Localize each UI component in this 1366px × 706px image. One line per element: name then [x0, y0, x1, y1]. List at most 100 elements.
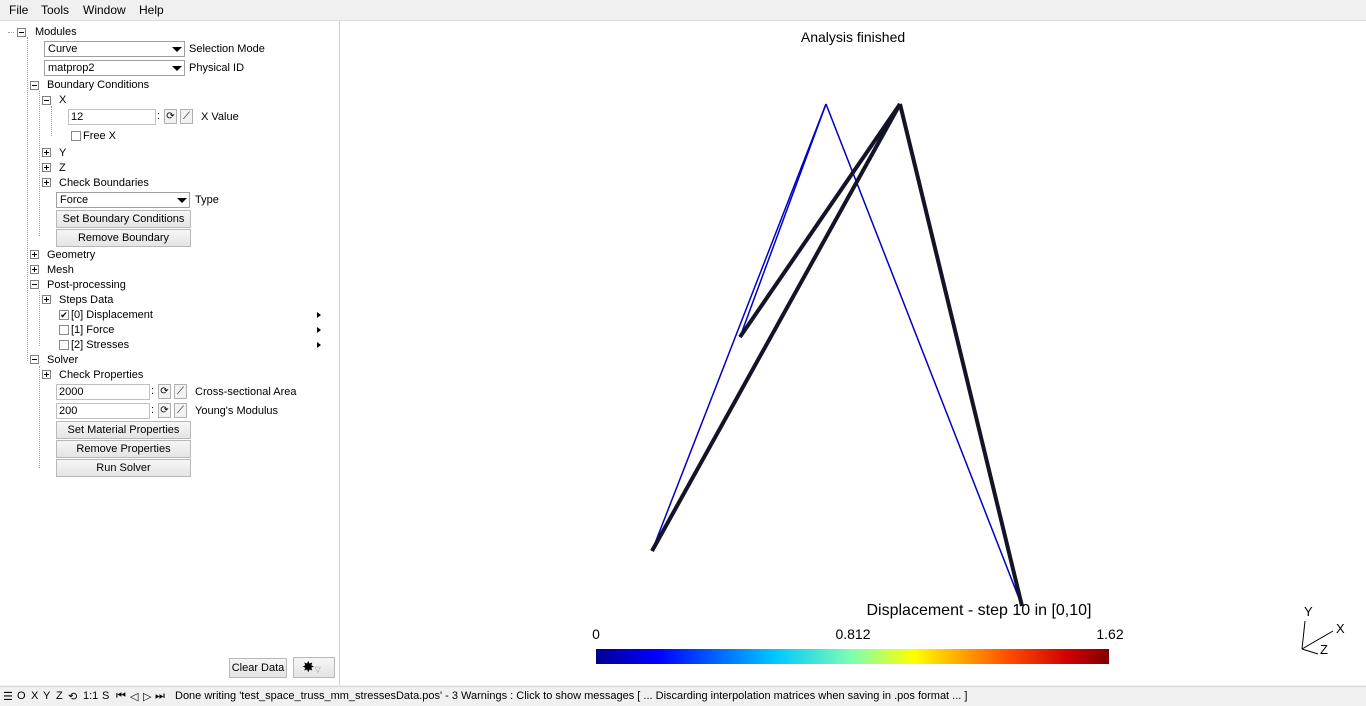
menu-tools[interactable]: Tools [41, 3, 70, 17]
step0-label[interactable]: [0] Displacement [71, 309, 153, 321]
submenu-arrow-icon[interactable] [317, 342, 321, 348]
truss-member [651, 103, 827, 552]
tree-line [39, 366, 40, 468]
separator-colon: : [151, 404, 155, 416]
submenu-arrow-icon[interactable] [317, 327, 321, 333]
settings-gear-button[interactable]: ✸▽ [293, 657, 335, 678]
selection-mode-combo[interactable]: Curve [44, 41, 185, 57]
menu-window[interactable]: Window [83, 3, 126, 17]
mesh-expand-icon[interactable] [30, 265, 39, 274]
area-value-text: 2000 [59, 386, 84, 398]
view-z-button[interactable]: Z [56, 690, 63, 702]
truss-member [650, 103, 902, 552]
tree-line [8, 32, 14, 33]
chevron-down-icon [172, 66, 182, 71]
tree-line [39, 91, 40, 236]
view-x-button[interactable]: X [31, 690, 39, 702]
x-value-input[interactable]: 12 [68, 109, 156, 125]
step2-checkbox[interactable] [59, 340, 69, 350]
tree-steps-data[interactable]: Steps Data [59, 294, 114, 306]
check-properties-expand-icon[interactable] [42, 370, 51, 379]
youngs-modulus-label: Young's Modulus [195, 405, 279, 417]
y-expand-icon[interactable] [42, 148, 51, 157]
axis-y-line [1301, 620, 1306, 650]
view-s-button[interactable]: S [102, 690, 110, 702]
step0-checkbox[interactable]: ✔ [59, 310, 69, 320]
graphic-window[interactable]: Analysis finished Displacement - step 10… [340, 21, 1366, 685]
remove-properties-button[interactable]: Remove Properties [56, 440, 191, 458]
post-processing-collapse-icon[interactable] [30, 280, 39, 289]
z-expand-icon[interactable] [42, 163, 51, 172]
x-collapse-icon[interactable] [42, 96, 51, 105]
tree-z[interactable]: Z [59, 162, 66, 174]
cross-sectional-area-input[interactable]: 2000 [56, 384, 150, 400]
prev-step-icon[interactable]: ◁ [130, 691, 139, 703]
separator-colon: : [157, 110, 161, 122]
refresh-icon[interactable]: ⟳ [164, 109, 177, 124]
refresh-icon[interactable]: ⟳ [158, 384, 171, 399]
physical-id-value: matprop2 [48, 62, 95, 74]
step1-checkbox[interactable] [59, 325, 69, 335]
menu-file[interactable]: File [9, 3, 29, 17]
youngs-modulus-input[interactable]: 200 [56, 403, 150, 419]
modulus-value-text: 200 [59, 405, 78, 417]
tree-check-boundaries[interactable]: Check Boundaries [59, 177, 149, 189]
status-message[interactable]: Done writing 'test_space_truss_mm_stress… [175, 690, 968, 702]
graph-icon[interactable]: ⟋ [174, 403, 187, 418]
scale-button[interactable]: 1:1 [83, 690, 99, 702]
tree-line [39, 291, 40, 346]
truss-member [739, 103, 827, 338]
scale-mid-label: 0.812 [835, 626, 870, 642]
boundary-collapse-icon[interactable] [30, 81, 39, 90]
modules-collapse-icon[interactable] [17, 28, 26, 37]
tree-check-properties[interactable]: Check Properties [59, 369, 144, 381]
set-material-properties-button[interactable]: Set Material Properties [56, 421, 191, 439]
steps-data-expand-icon[interactable] [42, 295, 51, 304]
truss-viewport[interactable]: Analysis finished Displacement - step 10… [340, 21, 1366, 685]
axis-z-line [1301, 648, 1319, 655]
menu-toggle-icon[interactable]: ☰ [3, 691, 13, 703]
first-step-icon[interactable]: ⏮ [116, 690, 126, 702]
axis-y-label: Y [1304, 604, 1313, 619]
x-value-text: 12 [71, 111, 84, 123]
tree-post-processing[interactable]: Post-processing [47, 279, 126, 291]
check-boundaries-expand-icon[interactable] [42, 178, 51, 187]
submenu-arrow-icon[interactable] [317, 312, 321, 318]
step2-label[interactable]: [2] Stresses [71, 339, 130, 351]
truss-member [898, 103, 1024, 607]
rotate-icon[interactable]: ⟲ [68, 691, 78, 703]
solver-collapse-icon[interactable] [30, 355, 39, 364]
geometry-expand-icon[interactable] [30, 250, 39, 259]
scale-max-label: 1.62 [1096, 626, 1123, 642]
menu-help[interactable]: Help [139, 3, 164, 17]
status-bar: ☰ O X Y Z ⟲ 1:1 S ⏮ ◁ ▷ ⏭ Done writing '… [0, 686, 1366, 706]
gear-icon: ✸ [302, 659, 315, 676]
tree-mesh[interactable]: Mesh [47, 264, 74, 276]
run-solver-button[interactable]: Run Solver [56, 459, 191, 477]
next-step-icon[interactable]: ▷ [143, 691, 152, 703]
view-y-button[interactable]: Y [43, 690, 51, 702]
scale-min-label: 0 [592, 626, 600, 642]
tree-modules[interactable]: Modules [35, 26, 77, 38]
tree-geometry[interactable]: Geometry [47, 249, 96, 261]
refresh-icon[interactable]: ⟳ [158, 403, 171, 418]
step1-label[interactable]: [1] Force [71, 324, 115, 336]
axis-z-label: Z [1320, 642, 1328, 657]
graph-icon[interactable]: ⟋ [174, 384, 187, 399]
graph-icon[interactable]: ⟋ [180, 109, 193, 124]
clear-data-button[interactable]: Clear Data [229, 658, 287, 678]
last-step-icon[interactable]: ⏭ [155, 690, 165, 702]
free-x-checkbox[interactable] [71, 131, 81, 141]
view-o-button[interactable]: O [17, 690, 26, 702]
set-boundary-conditions-button[interactable]: Set Boundary Conditions [56, 210, 191, 228]
physical-id-combo[interactable]: matprop2 [44, 60, 185, 76]
tree-solver[interactable]: Solver [47, 354, 79, 366]
tree-boundary-conditions[interactable]: Boundary Conditions [47, 79, 150, 91]
type-combo[interactable]: Force [56, 192, 190, 208]
tree-y[interactable]: Y [59, 147, 67, 159]
physical-id-label: Physical ID [189, 62, 245, 74]
tree-x[interactable]: X [59, 94, 67, 106]
axis-x-label: X [1336, 621, 1345, 636]
remove-boundary-button[interactable]: Remove Boundary [56, 229, 191, 247]
analysis-status-text: Analysis finished [801, 29, 905, 45]
